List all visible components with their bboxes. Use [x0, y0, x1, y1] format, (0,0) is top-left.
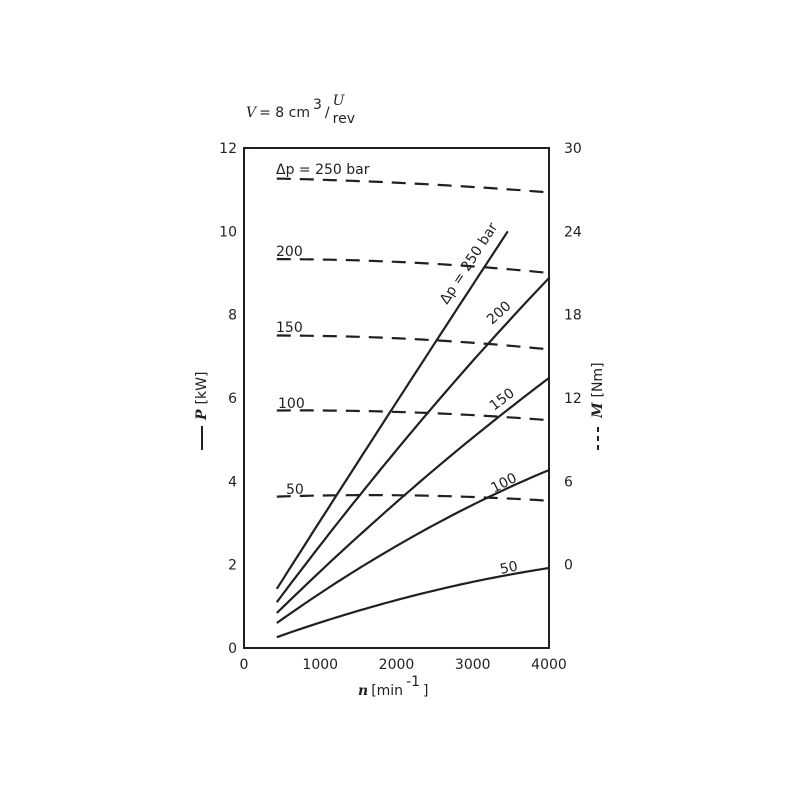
plot-frame — [243, 147, 550, 649]
y-right-tick-label: 24 — [564, 224, 582, 240]
y-right-tick-labels: 0 6 12 18 24 30 — [564, 141, 582, 574]
x-label-symbol: n — [358, 683, 368, 699]
torque-curve-label: 150 — [276, 320, 303, 336]
y-left-tick-label: 10 — [219, 224, 237, 240]
power-curve-3 — [276, 469, 550, 624]
torque-curve-2 — [276, 334, 550, 351]
y-left-tick-label: 8 — [228, 308, 237, 324]
y-left-tick-label: 0 — [228, 641, 237, 657]
title-symbol: V — [246, 105, 258, 121]
title-slash: / — [325, 105, 330, 121]
x-tick-label: 3000 — [455, 657, 491, 673]
x-tick-label: 1000 — [302, 657, 338, 673]
title-sup: 3 — [313, 97, 322, 113]
y-right-tick-label: 6 — [564, 474, 573, 490]
y-left-axis-label: P [kW] — [194, 372, 210, 450]
x-label-close: ] — [423, 683, 428, 699]
torque-curve-3 — [276, 409, 550, 422]
y-left-tick-labels: 0 2 4 6 8 10 12 — [219, 141, 237, 657]
title-eq: = 8 cm — [259, 105, 310, 121]
y-left-tick-label: 6 — [228, 391, 237, 407]
y-right-tick-label: 30 — [564, 141, 582, 157]
power-curve-2 — [276, 377, 550, 614]
y-left-tick-label: 12 — [219, 141, 237, 157]
y-right-tick-label: 0 — [564, 558, 573, 574]
x-tick-label: 0 — [240, 657, 249, 673]
power-curve-4 — [276, 566, 550, 639]
power-curve-label: 150 — [487, 385, 518, 414]
torque-curve-0 — [276, 177, 550, 194]
y-right-tick-label: 18 — [564, 308, 582, 324]
torque-curve-label: 100 — [278, 396, 305, 412]
x-label-exp: -1 — [406, 674, 420, 690]
torque-curve-label: Δp = 250 bar — [276, 162, 370, 178]
power-curve-label: 50 — [499, 559, 520, 578]
y-left-unit: [kW] — [194, 372, 210, 405]
chart-title: V = 8 cm 3 / U rev — [246, 93, 355, 127]
y-right-tick-label: 12 — [564, 391, 582, 407]
x-tick-labels: 0 1000 2000 3000 4000 — [240, 657, 567, 673]
torque-curve-1 — [276, 258, 550, 275]
torque-curve-label: 50 — [286, 482, 304, 498]
x-tick-label: 2000 — [379, 657, 415, 673]
power-curve-0 — [275, 230, 509, 590]
title-den: rev — [333, 111, 355, 127]
power-curve-1 — [275, 277, 550, 603]
title-num: U — [333, 93, 346, 109]
power-curve-label: 200 — [484, 298, 515, 328]
power-curve-label: 100 — [489, 470, 520, 496]
x-tick-label: 4000 — [531, 657, 567, 673]
y-left-symbol: P — [194, 409, 210, 421]
x-axis-label: n [min -1 ] — [358, 674, 429, 699]
torque-curve-label: 200 — [276, 244, 303, 260]
y-right-axis-label: M [Nm] — [590, 362, 606, 450]
y-right-symbol: M — [590, 402, 606, 419]
y-left-tick-label: 2 — [228, 558, 237, 574]
y-right-unit: [Nm] — [590, 362, 606, 397]
x-label-unit: [min — [371, 683, 403, 699]
torque-curve-4 — [276, 494, 550, 502]
y-left-tick-label: 4 — [228, 474, 237, 490]
